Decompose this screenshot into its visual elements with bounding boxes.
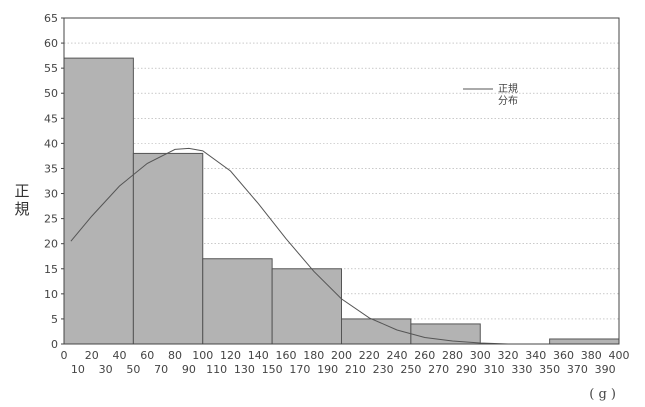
y-tick-label: 60 [44, 37, 58, 50]
x-tick-label-bottom: 370 [567, 363, 588, 376]
histogram-bar [271, 268, 342, 345]
x-tick-label-top: 120 [220, 349, 241, 362]
x-tick-label-top: 80 [168, 349, 182, 362]
x-tick-label-top: 380 [581, 349, 602, 362]
x-tick-label-bottom: 90 [182, 363, 196, 376]
normal-distribution-curve [70, 147, 509, 345]
x-tick-labels-bottom: 10 30 50 70 90 110 130 150 170 190 210 230 250 270 290… [71, 363, 616, 376]
legend-label-line2: 分布 [498, 95, 518, 107]
x-tick-label-top: 400 [609, 349, 630, 362]
x-tick-labels-top: 0 20 40 60 80 100 120 140 160 180 200 220 240 260 280 3… [61, 349, 630, 362]
x-tick-label-bottom: 210 [345, 363, 366, 376]
x-tick-label-top: 320 [498, 349, 519, 362]
y-tick-label: 45 [44, 112, 58, 125]
x-tick-label-bottom: 130 [234, 363, 255, 376]
x-tick-label-bottom: 170 [289, 363, 310, 376]
histogram-bar [132, 152, 204, 345]
x-tick-label-bottom: 110 [206, 363, 227, 376]
x-tick-label-top: 360 [553, 349, 574, 362]
histogram-bar [202, 258, 273, 345]
x-tick-label-top: 140 [248, 349, 269, 362]
x-tick-label-top: 100 [192, 349, 213, 362]
normal-curve-layer [70, 147, 509, 345]
legend-label-line1: 正規 [498, 83, 518, 95]
x-tick-label-bottom: 390 [595, 363, 616, 376]
y-tick-label: 50 [44, 87, 58, 100]
x-tick-label-bottom: 190 [317, 363, 338, 376]
x-tick-label-bottom: 230 [373, 363, 394, 376]
x-tick-label-bottom: 330 [511, 363, 532, 376]
y-tick-labels: 0 5 10 15 20 25 30 35 40 45 50 55 60 65 [44, 12, 64, 351]
x-tick-label-top: 280 [442, 349, 463, 362]
histogram-bar [63, 57, 134, 345]
x-tick-label-top: 40 [113, 349, 127, 362]
x-tick-label-bottom: 290 [456, 363, 477, 376]
y-tick-label: 10 [44, 288, 58, 301]
x-tick-label-top: 340 [525, 349, 546, 362]
x-tick-label-bottom: 310 [484, 363, 505, 376]
y-tick-label: 30 [44, 188, 58, 201]
y-tick-label: 65 [44, 12, 58, 25]
x-tick-label-top: 0 [61, 349, 68, 362]
legend: 正規 分布 [463, 83, 518, 107]
y-tick-label: 25 [44, 213, 58, 226]
x-unit-label: ( g ) [589, 387, 616, 402]
x-tick-label-top: 260 [414, 349, 435, 362]
x-tick-label-bottom: 350 [539, 363, 560, 376]
y-tick-label: 55 [44, 62, 58, 75]
x-tick-label-top: 180 [303, 349, 324, 362]
x-tick-label-bottom: 30 [99, 363, 113, 376]
x-tick-label-top: 160 [276, 349, 297, 362]
x-tick-label-top: 200 [331, 349, 352, 362]
x-tick-label-bottom: 50 [126, 363, 140, 376]
x-tick-label-bottom: 150 [262, 363, 283, 376]
histogram-bar [410, 323, 481, 345]
y-axis-label-char: 正 [14, 182, 29, 200]
x-tick-label-top: 60 [140, 349, 154, 362]
x-tick-label-bottom: 270 [428, 363, 449, 376]
y-tick-label: 5 [51, 313, 58, 326]
x-tick-label-top: 300 [470, 349, 491, 362]
x-tick-label-bottom: 10 [71, 363, 85, 376]
y-tick-label: 40 [44, 137, 58, 150]
x-tick-label-bottom: 250 [400, 363, 421, 376]
y-axis-label: 正規 [14, 182, 29, 218]
x-tick-label-bottom: 70 [154, 363, 168, 376]
y-tick-label: 35 [44, 162, 58, 175]
x-tick-label-top: 220 [359, 349, 380, 362]
histogram-bar [341, 318, 412, 345]
y-tick-label: 15 [44, 263, 58, 276]
y-tick-label: 20 [44, 238, 58, 251]
plot-frame [63, 17, 620, 345]
histogram-bar [549, 338, 620, 345]
x-tick-label-top: 240 [387, 349, 408, 362]
x-tick-label-top: 20 [85, 349, 99, 362]
histogram-bars [63, 57, 620, 345]
y-tick-label: 0 [51, 338, 58, 351]
y-axis-label-char: 規 [14, 200, 29, 218]
